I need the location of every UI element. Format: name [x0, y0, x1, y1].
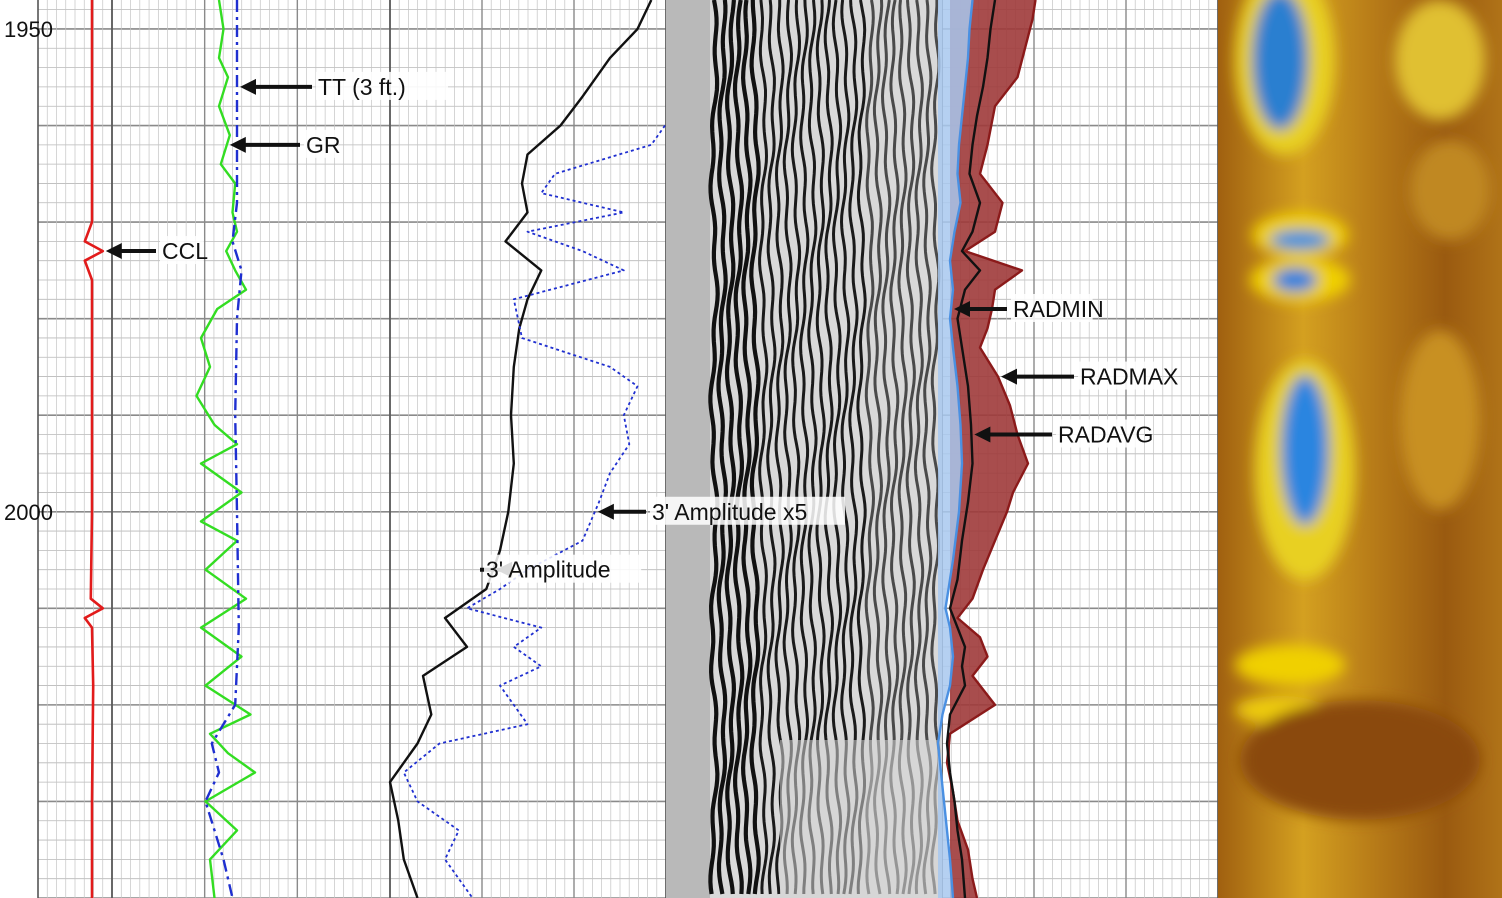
curve-label-radmax: RADMAX	[1080, 364, 1178, 390]
callout-label-background	[1078, 361, 1160, 390]
curve-ccl	[83, 0, 105, 898]
callout-arrow-head	[240, 78, 256, 95]
callout-label-background	[1011, 293, 1093, 322]
depth-tick-label: 2000	[4, 500, 53, 525]
callout-label-background	[316, 71, 448, 100]
callout-arrow-head	[229, 136, 246, 153]
callout-arrow-head	[974, 426, 991, 443]
curve-label-3-amplitude: 3' Amplitude	[486, 557, 611, 583]
curve-label-radmin: RADMIN	[1013, 296, 1104, 322]
curve-3-amplitude	[388, 0, 653, 898]
waveform-stripe	[716, 0, 729, 895]
curve-gr	[195, 0, 257, 898]
curve-label-tt-3-ft: TT (3 ft.)	[318, 74, 406, 100]
callout-arrow-head	[954, 300, 970, 317]
waveform-stripe	[749, 0, 761, 895]
curve-radmax	[945, 0, 1037, 898]
track-borders	[37, 0, 1219, 898]
vdl-waveform-track	[666, 0, 942, 898]
callout-arrow-head	[105, 243, 122, 260]
radial-image-track	[1218, 0, 1502, 898]
callout-arrow-head	[597, 503, 614, 520]
waveform-stripe	[708, 0, 720, 895]
curve-label-ccl: CCL	[162, 238, 208, 264]
curve-radmin-fill	[938, 0, 973, 898]
labels-layer: 1950 2000 CCL GR TT (3 ft.) 3' Amplitude 3' Am…	[4, 17, 1178, 583]
curve-radavg	[945, 0, 997, 898]
curves-layer	[83, 0, 1037, 898]
callout-label-background	[484, 554, 642, 583]
callout-label-background	[304, 129, 336, 158]
curve-label-gr: GR	[306, 132, 341, 158]
curve-tt-3-ft	[204, 0, 243, 898]
curve-label-radavg: RADAVG	[1058, 422, 1153, 448]
waveform-stripe	[724, 0, 737, 895]
waveform-stripe	[740, 0, 753, 895]
callout-arrow-head	[1001, 368, 1017, 385]
waveform-stripe	[758, 0, 769, 895]
callout-label-background	[1056, 419, 1138, 448]
depth-tick-label: 1950	[4, 17, 53, 42]
curve-radmin	[936, 0, 974, 898]
waveform-stripe	[732, 0, 745, 895]
depth-grid	[37, 0, 1219, 898]
waveform-attenuated-zone	[780, 740, 942, 898]
curve-label-3-amplitude-x5: 3' Amplitude x5	[652, 499, 807, 525]
curve-radmax-fill	[947, 0, 1036, 898]
callout-label-background	[160, 236, 204, 265]
waveform-early-arrival	[666, 0, 710, 898]
callout-label-background	[650, 496, 845, 525]
waveform-stripe	[766, 0, 777, 895]
